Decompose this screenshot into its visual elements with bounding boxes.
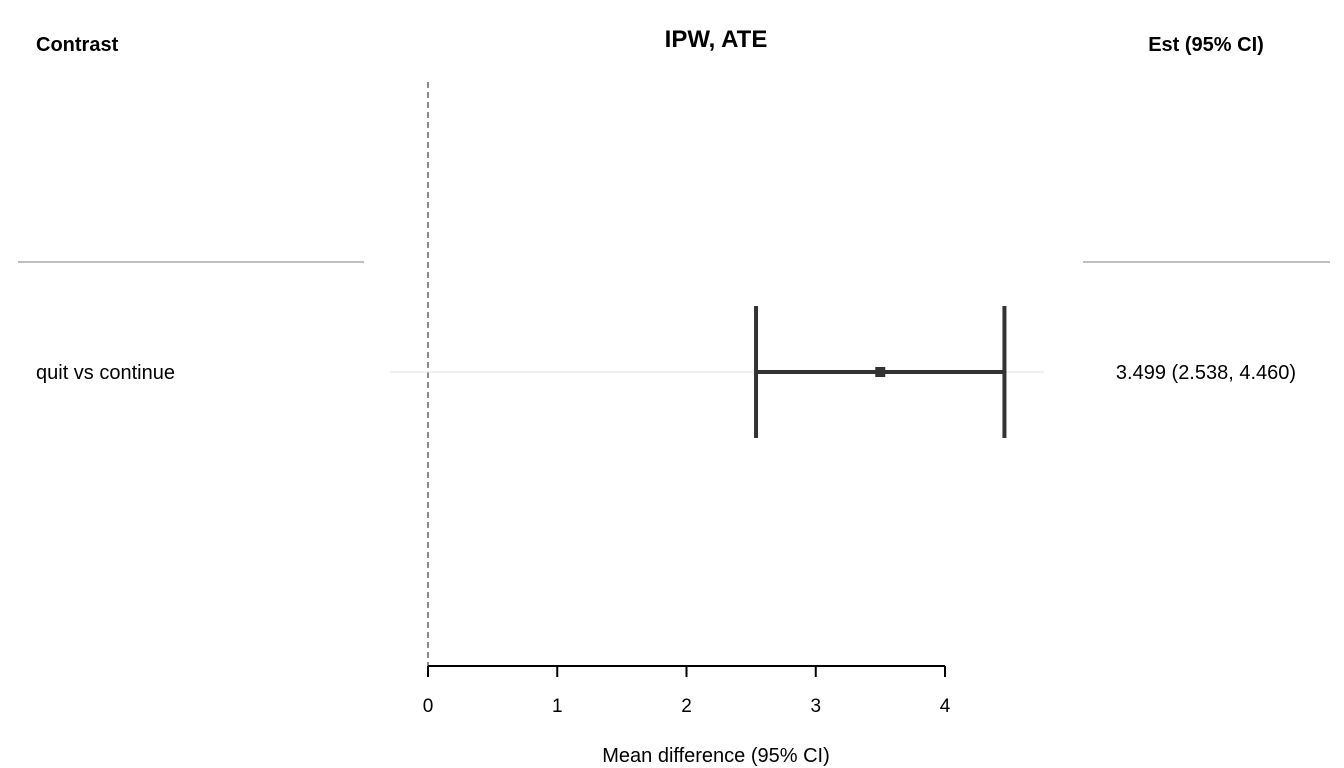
row-estimate-text: 3.499 (2.538, 4.460) — [1116, 362, 1296, 384]
x-tick-label: 0 — [423, 696, 434, 717]
row-label: quit vs continue — [36, 362, 175, 384]
x-tick-label: 2 — [681, 696, 692, 717]
x-tick-label: 1 — [552, 696, 563, 717]
x-axis-title: Mean difference (95% CI) — [602, 745, 830, 767]
x-axis: 0 1 2 3 4 — [423, 665, 951, 717]
x-tick-label: 4 — [940, 696, 951, 717]
plot-area — [390, 82, 1044, 666]
estimate-column-header: Est (95% CI) — [1148, 34, 1264, 56]
chart-title: IPW, ATE — [665, 26, 768, 53]
x-tick-label: 3 — [810, 696, 821, 717]
point-estimate-marker — [875, 367, 886, 377]
rows-area: quit vs continue 3.499 (2.538, 4.460) — [36, 362, 1296, 384]
contrast-column-header: Contrast — [36, 34, 119, 56]
